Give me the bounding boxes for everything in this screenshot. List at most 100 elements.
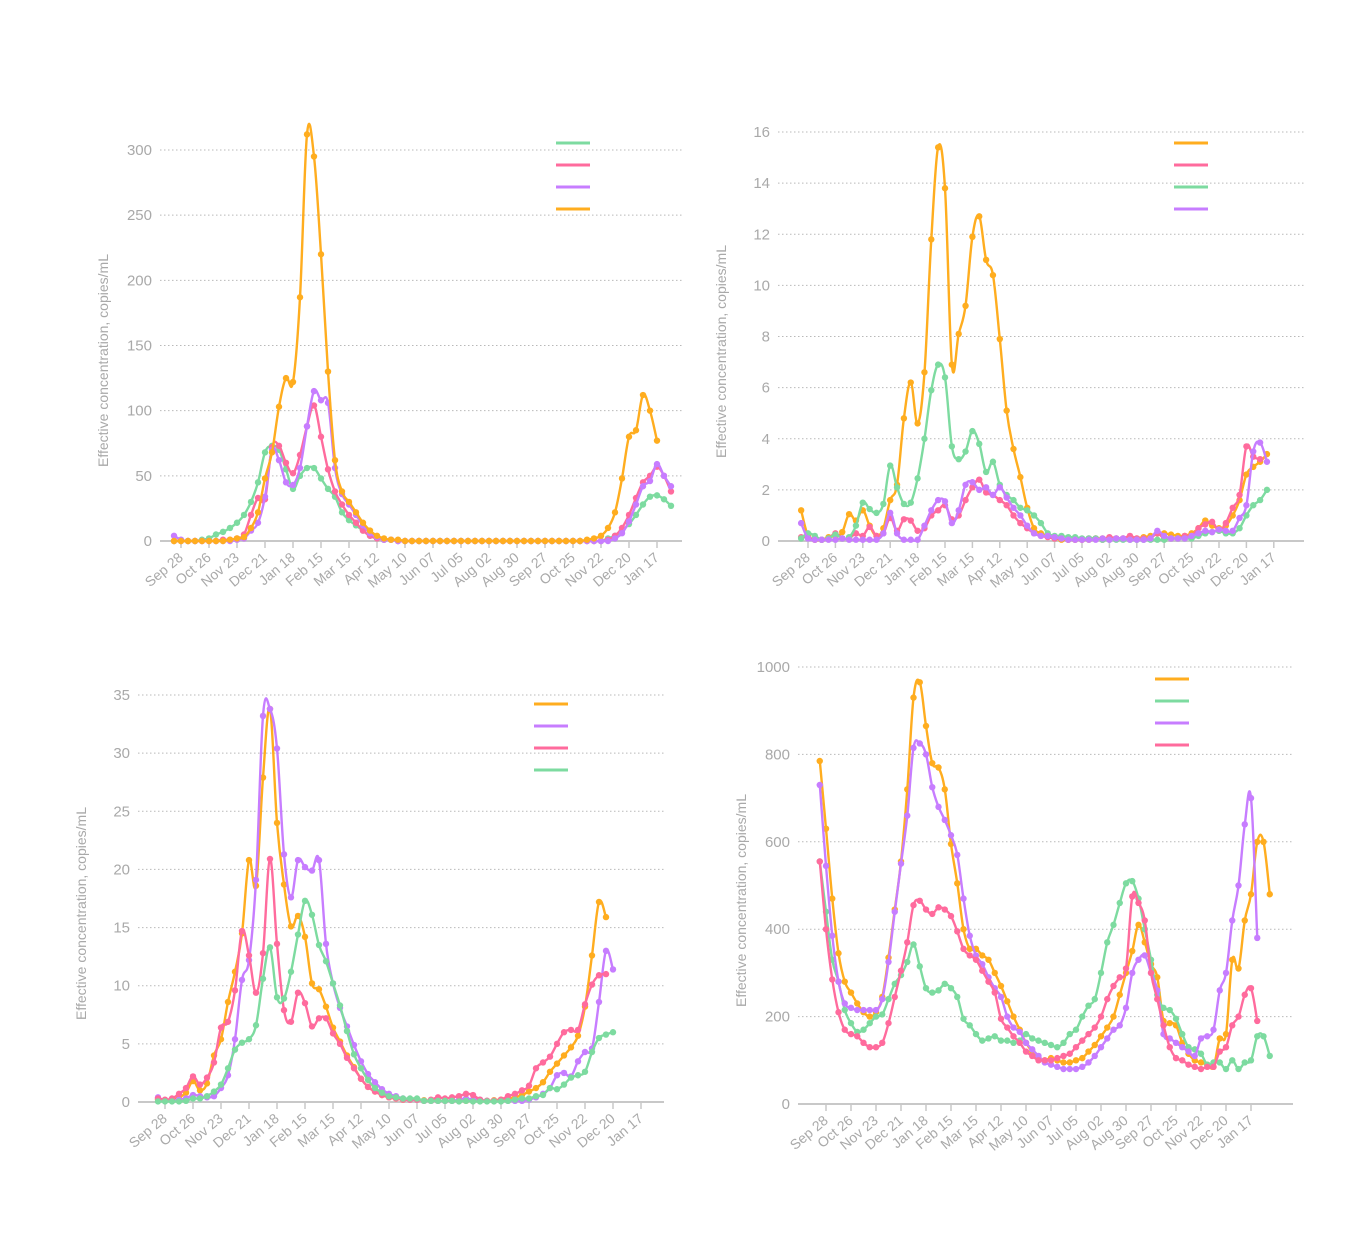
data-point: [797, 535, 805, 542]
data-point: [866, 505, 873, 513]
data-point: [1037, 532, 1045, 540]
data-point: [212, 531, 220, 538]
data-point: [196, 1081, 204, 1088]
data-point: [1060, 1052, 1067, 1060]
data-point: [252, 876, 260, 884]
y-tick-label: 800: [765, 746, 790, 763]
data-point: [303, 464, 311, 472]
data-point: [885, 995, 892, 1003]
data-point: [518, 1095, 526, 1102]
data-point: [1079, 1063, 1086, 1071]
data-point: [1247, 1057, 1255, 1064]
y-axis-label: Effective concentration, copies/mL: [73, 807, 89, 1020]
data-point: [653, 437, 661, 444]
data-point: [1191, 1052, 1198, 1060]
data-point: [947, 832, 955, 839]
series-2: [816, 858, 1273, 1073]
data-point: [560, 1029, 568, 1036]
data-point: [1241, 1059, 1248, 1066]
data-point: [1208, 528, 1216, 536]
data-point: [518, 1087, 526, 1094]
data-point: [560, 1081, 568, 1088]
data-point: [979, 952, 986, 959]
data-point: [597, 537, 605, 545]
data-point: [1166, 1043, 1173, 1051]
data-point: [1119, 535, 1127, 542]
data-point: [371, 1079, 379, 1086]
data-point: [224, 1065, 232, 1072]
data-point: [966, 932, 973, 939]
data-point: [1197, 1065, 1205, 1073]
data-point: [1023, 507, 1031, 514]
data-point: [1147, 535, 1154, 542]
data-point: [280, 995, 288, 1002]
data-point: [859, 536, 866, 543]
y-tick-label: 0: [782, 1096, 790, 1113]
data-point: [991, 989, 998, 996]
data-point: [1060, 1065, 1067, 1073]
data-point: [797, 519, 805, 527]
data-point: [1236, 514, 1243, 522]
data-point: [985, 978, 992, 985]
data-point: [182, 1084, 190, 1092]
data-point: [595, 998, 603, 1006]
data-point: [1066, 1059, 1073, 1066]
data-point: [317, 433, 325, 440]
data-point: [387, 536, 395, 543]
data-point: [317, 397, 325, 404]
data-point: [350, 1065, 358, 1072]
data-point: [590, 535, 598, 542]
data-point: [1010, 1024, 1017, 1031]
data-point: [989, 271, 997, 279]
data-point: [860, 1026, 867, 1033]
data-point: [1022, 1030, 1030, 1038]
data-point: [1191, 1063, 1198, 1071]
data-point: [1037, 519, 1045, 527]
data-point: [1247, 984, 1255, 992]
data-point: [1104, 1024, 1111, 1031]
data-point: [196, 1095, 204, 1102]
data-point: [854, 1033, 861, 1040]
data-point: [490, 1098, 498, 1105]
data-point: [525, 1095, 533, 1102]
data-point: [839, 528, 846, 536]
data-point: [1030, 512, 1038, 519]
data-point: [415, 537, 423, 545]
data-point: [240, 533, 248, 541]
data-point: [941, 816, 948, 824]
data-point: [595, 1034, 603, 1042]
data-point: [941, 786, 948, 793]
data-point: [960, 926, 967, 933]
series-4: [816, 858, 1261, 1073]
data-point: [245, 952, 253, 959]
data-point: [1202, 521, 1209, 528]
data-point: [261, 449, 269, 456]
data-point: [893, 530, 901, 537]
data-point: [553, 1040, 561, 1048]
data-point: [866, 536, 873, 543]
data-point: [373, 532, 381, 539]
y-tick-label: 15: [113, 920, 130, 937]
data-point: [280, 1006, 288, 1014]
data-point: [567, 1026, 575, 1034]
data-point: [1054, 1054, 1061, 1062]
data-point: [1047, 1057, 1055, 1064]
data-point: [198, 537, 206, 545]
data-point: [357, 1075, 365, 1082]
data-point: [581, 1068, 589, 1075]
data-point: [1104, 995, 1111, 1003]
y-tick-label: 1000: [757, 659, 790, 676]
y-tick-label: 50: [135, 468, 152, 485]
data-point: [191, 537, 199, 545]
data-point: [1235, 965, 1242, 972]
data-point: [847, 1019, 855, 1027]
data-point: [303, 131, 311, 138]
data-point: [1079, 1013, 1086, 1020]
data-point: [1079, 1054, 1086, 1062]
data-point: [916, 740, 923, 747]
data-point: [1179, 1030, 1186, 1038]
data-point: [569, 537, 577, 545]
data-point: [1241, 917, 1248, 924]
data-point: [976, 440, 983, 448]
